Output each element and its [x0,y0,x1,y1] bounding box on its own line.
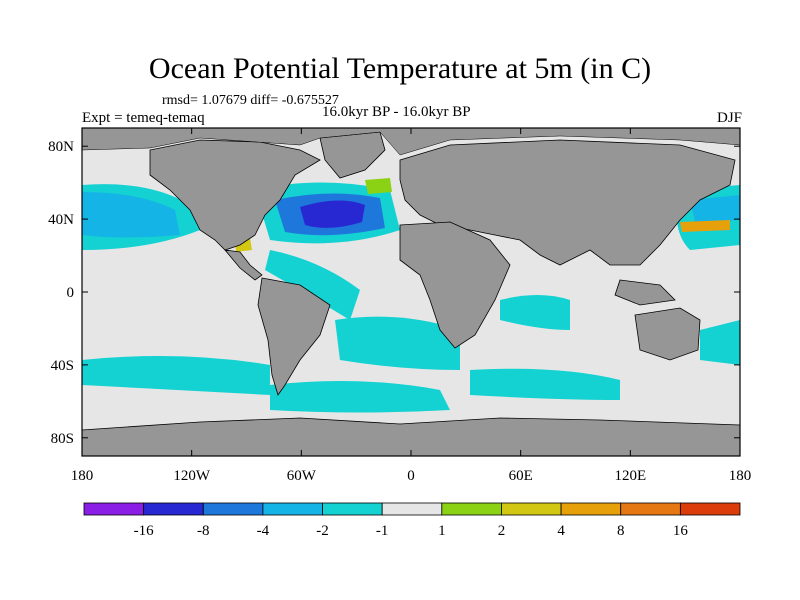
colorbar-label: -16 [134,523,154,539]
colorbar-label: 8 [617,523,625,539]
land-arctic [81,127,741,156]
colorbar-swatch [143,502,204,516]
anomaly-nw-pacific-blue [690,195,740,222]
landmasses [81,127,741,457]
season-label: DJF [716,110,742,126]
colorbar-swatch [560,502,622,516]
period-label: 16.0kyr BP - 16.0kyr BP [322,104,471,120]
colorbar-swatch [262,502,323,516]
colorbar-label: -1 [376,523,389,539]
land-north-america [149,139,321,251]
anomaly-kuroshio-orange [680,220,730,232]
colorbar-swatch [83,502,145,516]
lon-axis: 180 120W 60W 0 60E 120E 180 [71,128,752,484]
colorbar-swatch [381,502,443,516]
lat-tick-label: 80N [48,139,74,155]
land-central-america [224,249,263,281]
colorbar-label: -4 [257,523,270,539]
rmsd-diff-stats: rmsd= 1.07679 diff= -0.675527 [162,93,339,108]
colorbar-swatch [441,502,502,516]
colorbar-swatch [620,502,681,516]
colorbar: -16 -8 -4 -2 -1 1 2 4 8 16 [83,502,741,539]
lon-tick-label: 180 [71,468,94,484]
colorbar-swatch [679,502,741,516]
anomaly-indian-ocean [500,295,570,330]
lat-tick-label: 80S [51,431,74,447]
anomaly-southern-ocean-atlantic [270,381,450,413]
colorbar-swatch [322,502,383,516]
anomaly-south-pacific [82,356,270,395]
lon-tick-label: 180 [729,468,752,484]
anomaly-north-pacific-blue [82,192,180,238]
lat-tick-label: 40S [51,358,74,374]
land-maritime-continent [614,279,676,306]
colorbar-label: -2 [316,523,329,539]
colorbar-swatch [501,502,562,516]
anomaly-southern-indian [470,368,620,400]
lon-tick-label: 120E [614,468,646,484]
land-eurasia [399,139,736,266]
colorbar-label: 1 [438,523,446,539]
colorbar-label: 2 [498,523,506,539]
colorbar-swatch [202,502,264,516]
map-plot: 180 120W 60W 0 60E 120E 180 80N 40N 0 40S 80S [48,127,752,484]
lon-tick-label: 60W [287,468,317,484]
land-australia [634,307,701,361]
lat-axis: 80N 40N 0 40S 80S [48,139,740,447]
lon-tick-label: 60E [509,468,533,484]
experiment-label: Expt = temeq-temaq [82,110,205,126]
anomaly-tasman [700,320,740,365]
colorbar-label: 16 [673,523,689,539]
land-africa [399,221,511,349]
anomaly-north-atlantic-deep [300,200,365,228]
lat-tick-label: 40N [48,212,74,228]
plot-title: Ocean Potential Temperature at 5m (in C) [148,52,652,85]
anomaly-south-atlantic [335,316,460,370]
land-south-america [257,277,331,396]
lat-tick-label: 0 [67,285,75,301]
lon-tick-label: 120W [173,468,211,484]
anomaly-tropical-atlantic [265,250,360,320]
lon-tick-label: 0 [407,468,415,484]
colorbar-label: 4 [557,523,565,539]
anomaly-north-atlantic-green [365,178,392,194]
colorbar-label: -8 [197,523,210,539]
anomaly-patches [82,178,740,413]
